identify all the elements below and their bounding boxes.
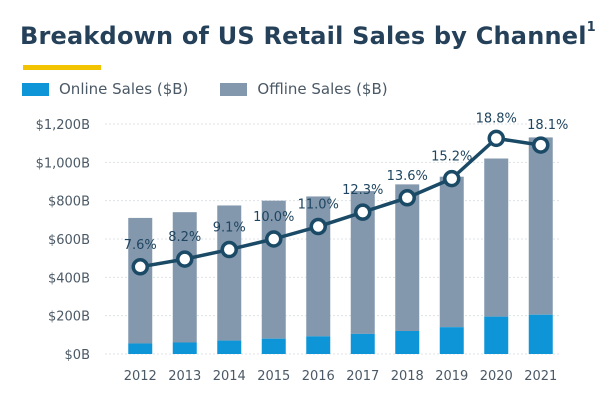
legend-label-online: Online Sales ($B) <box>59 80 189 98</box>
legend-swatch-online <box>22 82 49 96</box>
chart-title: Breakdown of US Retail Sales by Channel1 <box>20 20 596 50</box>
share-label-2019: 15.2% <box>431 150 472 165</box>
share-point-2018 <box>398 189 416 207</box>
bar-online-2013 <box>172 342 197 354</box>
bar-offline-2021 <box>528 137 553 315</box>
bar-online-2018 <box>395 331 420 354</box>
share-point-2017 <box>354 203 372 221</box>
chart-title-block: Breakdown of US Retail Sales by Channel1 <box>20 20 596 50</box>
share-point-2020 <box>487 129 505 148</box>
bar-offline-2016 <box>306 196 331 337</box>
x-tick-label-2021: 2021 <box>524 369 557 384</box>
share-point-2021 <box>532 136 550 154</box>
y-tick-label: $1,200B <box>36 118 90 133</box>
share-label-2020: 18.8% <box>476 111 517 126</box>
x-tick-label-2015: 2015 <box>257 369 290 384</box>
bar-offline-2018 <box>395 184 420 331</box>
y-tick-label: $800B <box>48 195 90 210</box>
x-tick-label-2012: 2012 <box>124 369 157 384</box>
legend-swatch-offline <box>220 82 248 96</box>
bar-online-2016 <box>306 336 331 354</box>
y-tick-label: $400B <box>48 271 90 286</box>
y-tick-label: $1,000B <box>36 156 90 171</box>
x-tick-label-2019: 2019 <box>435 369 468 384</box>
legend-item-offline: Offline Sales ($B) <box>220 80 388 98</box>
bar-online-2021 <box>528 314 553 354</box>
share-point-2012 <box>131 258 149 276</box>
share-point-2013 <box>176 250 194 268</box>
title-footnote: 1 <box>586 20 596 35</box>
y-tick-label: $0B <box>65 348 90 363</box>
y-tick-label: $600B <box>48 233 90 248</box>
share-point-2014 <box>220 240 238 259</box>
y-tick-label: $200B <box>48 310 90 325</box>
legend-item-online: Online Sales ($B) <box>22 80 188 98</box>
share-label-2014: 9.1% <box>213 221 246 236</box>
share-point-2016 <box>309 217 327 236</box>
share-label-2021: 18.1% <box>527 118 568 133</box>
x-tick-label-2018: 2018 <box>391 369 424 384</box>
bar-online-2015 <box>261 338 286 354</box>
legend-label-offline: Offline Sales ($B) <box>257 80 388 98</box>
bar-offline-2019 <box>439 176 464 328</box>
share-point-2015 <box>265 230 283 248</box>
share-label-2015: 10.0% <box>253 210 294 225</box>
share-label-2013: 8.2% <box>168 230 201 245</box>
title-accent-bar <box>23 65 101 70</box>
bar-offline-2015 <box>261 200 286 339</box>
x-tick-label-2020: 2020 <box>480 369 513 384</box>
share-line <box>139 136 542 269</box>
bar-online-2014 <box>217 340 242 354</box>
bar-offline-2012 <box>128 217 153 344</box>
x-tick-label-2013: 2013 <box>168 369 201 384</box>
share-label-2012: 7.6% <box>124 238 157 253</box>
bar-online-2012 <box>128 343 153 354</box>
bar-offline-2020 <box>484 158 509 317</box>
share-point-2019 <box>443 169 461 188</box>
bar-online-2017 <box>350 333 375 354</box>
bar-online-2019 <box>439 327 464 354</box>
bar-online-2020 <box>484 316 509 354</box>
x-tick-label-2014: 2014 <box>213 369 246 384</box>
bar-offline-2014 <box>217 205 242 341</box>
chart-legend: Online Sales ($B) Offline Sales ($B) <box>22 80 420 98</box>
share-label-2016: 11.0% <box>298 198 339 213</box>
x-tick-label-2016: 2016 <box>302 369 335 384</box>
bar-offline-2013 <box>172 212 197 343</box>
share-label-2017: 12.3% <box>342 183 383 198</box>
x-tick-label-2017: 2017 <box>346 369 379 384</box>
share-label-2018: 13.6% <box>387 169 428 184</box>
